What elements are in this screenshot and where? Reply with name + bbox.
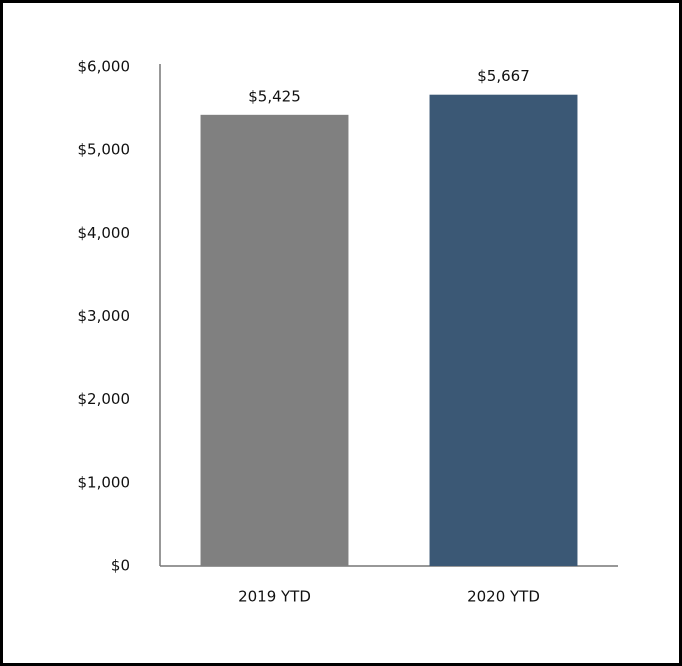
y-tick-label: $5,000 — [78, 141, 131, 159]
x-tick-label: 2019 YTD — [238, 588, 311, 606]
x-tick-label: 2020 YTD — [467, 588, 540, 606]
value-label: $5,425 — [248, 87, 301, 105]
bar — [200, 114, 349, 566]
y-tick-label: $2,000 — [78, 390, 131, 408]
value-label: $5,667 — [477, 67, 530, 85]
y-tick-label: $1,000 — [78, 473, 131, 491]
y-tick-label: $3,000 — [78, 307, 131, 325]
y-tick-label: $0 — [111, 557, 130, 575]
y-tick-label: $6,000 — [78, 58, 131, 76]
bar — [429, 94, 578, 566]
y-tick-label: $4,000 — [78, 224, 131, 242]
